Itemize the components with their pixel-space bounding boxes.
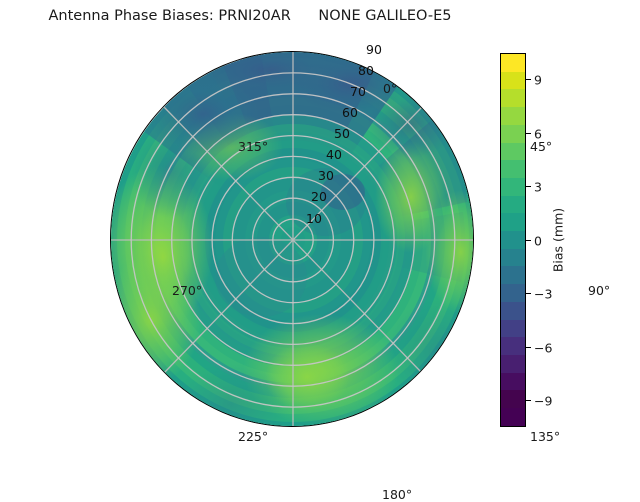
colorbar-gradient xyxy=(500,53,526,427)
colorbar-band xyxy=(501,301,525,320)
theta-tick-45: 45° xyxy=(530,139,553,154)
colorbar-tick-9: 9 xyxy=(534,72,542,88)
polar-contour-svg xyxy=(111,52,473,426)
colorbar-band xyxy=(501,71,525,90)
theta-tick-0: 0° xyxy=(383,81,398,96)
colorbar-tick-neg3: −3 xyxy=(534,286,553,302)
r-tick-40: 40 xyxy=(326,147,342,162)
colorbar-tickmark xyxy=(526,400,531,402)
colorbar-band xyxy=(501,266,525,285)
colorbar-band xyxy=(501,372,525,391)
colorbar-band xyxy=(501,337,525,355)
colorbar-band xyxy=(501,213,525,232)
colorbar-tickmark xyxy=(526,133,531,135)
figure-canvas: Antenna Phase Biases: PRNI20AR NONE GALI… xyxy=(48,8,611,502)
theta-tick-225: 225° xyxy=(238,429,269,444)
colorbar-tickmark xyxy=(526,186,531,188)
colorbar-tick-0: 0 xyxy=(534,233,542,249)
r-tick-70: 70 xyxy=(350,84,366,99)
theta-tick-315: 315° xyxy=(238,139,269,154)
colorbar-tickmark xyxy=(526,293,531,295)
colorbar-band xyxy=(501,54,525,72)
colorbar-band xyxy=(501,354,525,373)
colorbar-tick-neg6: −6 xyxy=(534,340,553,356)
radial-gridlines xyxy=(130,72,456,408)
page-title: Antenna Phase Biases: PRNI20AR NONE GALI… xyxy=(48,8,452,24)
colorbar-band xyxy=(501,107,525,125)
colorbar-tick-6: 6 xyxy=(534,126,542,142)
colorbar-tick-neg9: −9 xyxy=(534,393,553,409)
colorbar-band xyxy=(501,390,525,409)
colorbar-tick-3: 3 xyxy=(534,179,542,195)
colorbar-band xyxy=(501,160,525,178)
colorbar-tickmark xyxy=(526,347,531,349)
colorbar-band xyxy=(501,124,525,143)
theta-tick-90: 90° xyxy=(588,283,610,298)
colorbar-band xyxy=(501,142,525,161)
colorbar-tickmark xyxy=(526,79,531,81)
colorbar-band xyxy=(501,195,525,214)
r-tick-30: 30 xyxy=(318,168,334,183)
r-tick-60: 60 xyxy=(342,105,358,120)
colorbar-band xyxy=(501,231,525,249)
r-tick-80: 80 xyxy=(358,63,374,78)
colorbar-band xyxy=(501,284,525,302)
colorbar-band xyxy=(501,177,525,196)
colorbar-band xyxy=(501,319,525,338)
colorbar-band xyxy=(501,89,525,108)
r-tick-50: 50 xyxy=(334,126,350,141)
colorbar-axis-label: Bias (mm) xyxy=(550,207,566,273)
colorbar[interactable]: 9 6 3 0 −3 −6 −9 xyxy=(500,53,552,427)
colorbar-band xyxy=(501,408,525,426)
colorbar-band xyxy=(501,248,525,267)
r-tick-90: 90 xyxy=(366,42,382,57)
theta-tick-270: 270° xyxy=(172,283,203,298)
polar-plot-area[interactable] xyxy=(110,51,474,427)
r-tick-20: 20 xyxy=(311,189,327,204)
colorbar-tickmark xyxy=(526,240,531,242)
theta-tick-135: 135° xyxy=(530,429,561,444)
polar-axes[interactable]: 0° 45° 90° 135° 180° 225° 270° 315° 10 2… xyxy=(110,42,610,502)
r-tick-10: 10 xyxy=(306,211,322,226)
theta-tick-180: 180° xyxy=(382,487,413,502)
